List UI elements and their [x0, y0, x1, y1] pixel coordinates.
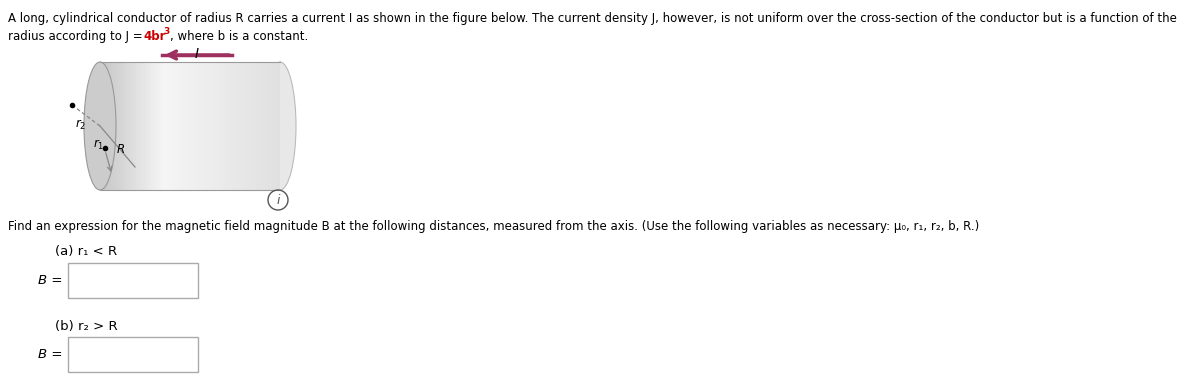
Text: (a) r₁ < R: (a) r₁ < R: [55, 245, 118, 258]
Polygon shape: [145, 62, 148, 190]
Polygon shape: [121, 62, 124, 190]
Polygon shape: [127, 62, 130, 190]
Polygon shape: [277, 62, 280, 190]
Text: $r_2$: $r_2$: [74, 118, 86, 132]
Polygon shape: [196, 62, 199, 190]
Polygon shape: [157, 62, 160, 190]
Polygon shape: [259, 62, 262, 190]
Polygon shape: [130, 62, 133, 190]
Polygon shape: [241, 62, 244, 190]
Text: R: R: [118, 143, 125, 156]
Polygon shape: [148, 62, 151, 190]
Polygon shape: [262, 62, 265, 190]
Polygon shape: [178, 62, 181, 190]
Polygon shape: [274, 62, 277, 190]
Polygon shape: [139, 62, 142, 190]
Polygon shape: [124, 62, 127, 190]
Polygon shape: [268, 62, 271, 190]
Polygon shape: [220, 62, 223, 190]
Polygon shape: [169, 62, 172, 190]
Ellipse shape: [84, 62, 116, 190]
Text: radius according to J =: radius according to J =: [8, 30, 146, 43]
Polygon shape: [181, 62, 184, 190]
Polygon shape: [250, 62, 253, 190]
Text: Find an expression for the magnetic field magnitude B at the following distances: Find an expression for the magnetic fiel…: [8, 220, 979, 233]
Polygon shape: [106, 62, 109, 190]
Polygon shape: [172, 62, 175, 190]
Polygon shape: [142, 62, 145, 190]
Polygon shape: [160, 62, 163, 190]
Polygon shape: [133, 62, 136, 190]
Polygon shape: [175, 62, 178, 190]
Text: $r_1$: $r_1$: [94, 138, 104, 152]
Text: , where b is a constant.: , where b is a constant.: [170, 30, 308, 43]
Polygon shape: [211, 62, 214, 190]
Polygon shape: [202, 62, 205, 190]
Text: (b) r₂ > R: (b) r₂ > R: [55, 320, 118, 333]
Ellipse shape: [264, 62, 296, 190]
Polygon shape: [205, 62, 208, 190]
Polygon shape: [244, 62, 247, 190]
Polygon shape: [265, 62, 268, 190]
Polygon shape: [100, 62, 103, 190]
Polygon shape: [103, 62, 106, 190]
Text: B =: B =: [38, 348, 64, 361]
Text: i: i: [276, 194, 280, 207]
Polygon shape: [118, 62, 121, 190]
Polygon shape: [154, 62, 157, 190]
Polygon shape: [112, 62, 115, 190]
Polygon shape: [238, 62, 241, 190]
Polygon shape: [184, 62, 187, 190]
Polygon shape: [187, 62, 190, 190]
Polygon shape: [193, 62, 196, 190]
Polygon shape: [232, 62, 235, 190]
Bar: [68, 263, 198, 298]
Polygon shape: [271, 62, 274, 190]
Polygon shape: [217, 62, 220, 190]
Polygon shape: [235, 62, 238, 190]
Polygon shape: [136, 62, 139, 190]
Polygon shape: [214, 62, 217, 190]
Polygon shape: [247, 62, 250, 190]
Text: 4br: 4br: [143, 30, 166, 43]
Polygon shape: [253, 62, 256, 190]
Polygon shape: [226, 62, 229, 190]
Text: B =: B =: [38, 274, 64, 287]
Text: I: I: [194, 47, 199, 61]
Polygon shape: [223, 62, 226, 190]
Polygon shape: [163, 62, 166, 190]
Polygon shape: [256, 62, 259, 190]
Polygon shape: [229, 62, 232, 190]
Polygon shape: [109, 62, 112, 190]
Polygon shape: [190, 62, 193, 190]
Polygon shape: [208, 62, 211, 190]
Text: 3: 3: [163, 27, 169, 36]
Text: A long, cylindrical conductor of radius R carries a current I as shown in the fi: A long, cylindrical conductor of radius …: [8, 12, 1177, 25]
Polygon shape: [151, 62, 154, 190]
Polygon shape: [199, 62, 202, 190]
Polygon shape: [166, 62, 169, 190]
Bar: [68, 337, 198, 372]
Polygon shape: [115, 62, 118, 190]
